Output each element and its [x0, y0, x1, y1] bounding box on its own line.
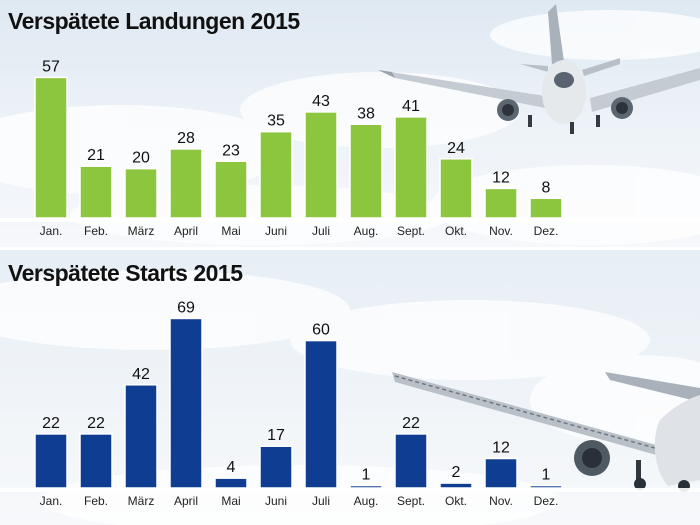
landings-category-label-6: Juli	[312, 224, 330, 238]
departures-bar-9	[439, 482, 473, 489]
landings-category-label-5: Juni	[265, 224, 287, 238]
departures-category-label-7: Aug.	[354, 494, 379, 508]
departures-bar-6	[304, 339, 338, 489]
landings-value-label-11: 8	[542, 179, 551, 196]
panel-divider	[0, 247, 700, 250]
cloud-shapes-bottom	[0, 270, 700, 525]
departures-bar-0	[34, 433, 68, 489]
landings-category-label-2: März	[128, 224, 155, 238]
departures-chart-title: Verspätete Starts 2015	[8, 260, 243, 286]
departures-category-label-10: Nov.	[489, 494, 513, 508]
departures-value-label-0: 22	[42, 415, 60, 432]
departures-bar-5	[259, 445, 293, 489]
landings-category-label-0: Jan.	[40, 224, 63, 238]
landings-bar-11	[529, 197, 563, 219]
departures-value-label-1: 22	[87, 415, 105, 432]
landings-baseline	[0, 218, 700, 222]
departures-value-label-6: 60	[312, 322, 330, 339]
landings-category-label-7: Aug.	[354, 224, 379, 238]
departures-bar-7	[349, 484, 383, 489]
landings-value-label-1: 21	[87, 147, 105, 164]
landings-bar-4	[214, 160, 248, 219]
departures-value-label-4: 4	[227, 459, 236, 476]
landings-category-label-11: Dez.	[534, 224, 559, 238]
departures-value-label-10: 12	[492, 440, 510, 457]
departures-value-label-7: 1	[362, 467, 371, 484]
landings-bar-3	[169, 148, 203, 219]
departures-bar-2	[124, 384, 158, 489]
landings-panel: Verspätete Landungen 2015 57 Jan. 21 Feb. 20…	[0, 0, 700, 247]
landings-bar-10	[484, 187, 518, 219]
departures-value-label-8: 22	[402, 415, 420, 432]
departures-value-label-9: 2	[452, 464, 461, 481]
landings-bar-0	[34, 76, 68, 219]
landings-category-label-1: Feb.	[84, 224, 108, 238]
landings-category-label-8: Sept.	[397, 224, 425, 238]
departures-bar-3	[169, 317, 203, 489]
departures-backdrop	[0, 270, 700, 525]
departures-category-label-4: Mai	[221, 494, 240, 508]
landing-airplane-icon	[378, 4, 700, 134]
departures-category-label-11: Dez.	[534, 494, 559, 508]
landings-bar-2	[124, 167, 158, 219]
landings-value-label-6: 43	[312, 93, 330, 110]
departures-value-label-3: 69	[177, 299, 195, 316]
departures-category-label-8: Sept.	[397, 494, 425, 508]
landings-category-label-4: Mai	[221, 224, 240, 238]
landings-chart: 57 Jan. 21 Feb. 20 März 28 April 23 Mai 35 Juni 43 Ju…	[0, 58, 700, 238]
landings-category-label-10: Nov.	[489, 224, 513, 238]
landings-bar-1	[79, 165, 113, 219]
landings-bar-7	[349, 123, 383, 219]
landings-value-label-8: 41	[402, 98, 420, 115]
landings-value-label-9: 24	[447, 140, 465, 157]
landings-value-label-0: 57	[42, 58, 60, 75]
departure-airplane-icon	[392, 372, 700, 492]
landings-value-label-2: 20	[132, 150, 150, 167]
departures-category-label-5: Juni	[265, 494, 287, 508]
departures-baseline	[0, 488, 700, 492]
departures-category-label-9: Okt.	[445, 494, 467, 508]
landings-category-label-3: April	[174, 224, 198, 238]
landings-bar-9	[439, 158, 473, 219]
departures-chart: 22 Jan. 22 Feb. 42 März 69 April 4 Mai 17 Juni 60 Jul…	[0, 299, 700, 508]
landings-chart-title: Verspätete Landungen 2015	[8, 8, 300, 34]
landings-value-label-3: 28	[177, 130, 195, 147]
departures-bar-4	[214, 477, 248, 489]
landings-bar-8	[394, 116, 428, 219]
departures-panel: Verspätete Starts 2015 22 Jan. 22 Feb. 42 Mär…	[0, 250, 700, 525]
departures-bar-10	[484, 457, 518, 489]
departures-value-label-2: 42	[132, 366, 150, 383]
landings-bar-5	[259, 130, 293, 219]
departures-value-label-5: 17	[267, 427, 285, 444]
departures-bar-1	[79, 433, 113, 489]
landings-value-label-5: 35	[267, 113, 285, 130]
landings-value-label-7: 38	[357, 105, 375, 122]
landings-category-label-9: Okt.	[445, 224, 467, 238]
departures-category-label-6: Juli	[312, 494, 330, 508]
departures-category-label-1: Feb.	[84, 494, 108, 508]
departures-bar-8	[394, 433, 428, 489]
departures-category-label-0: Jan.	[40, 494, 63, 508]
departures-bar-11	[529, 484, 563, 489]
departures-category-label-2: März	[128, 494, 155, 508]
landings-bar-6	[304, 111, 338, 219]
departures-value-label-11: 1	[542, 467, 551, 484]
landings-value-label-4: 23	[222, 142, 240, 159]
landings-value-label-10: 12	[492, 169, 510, 186]
departures-category-label-3: April	[174, 494, 198, 508]
